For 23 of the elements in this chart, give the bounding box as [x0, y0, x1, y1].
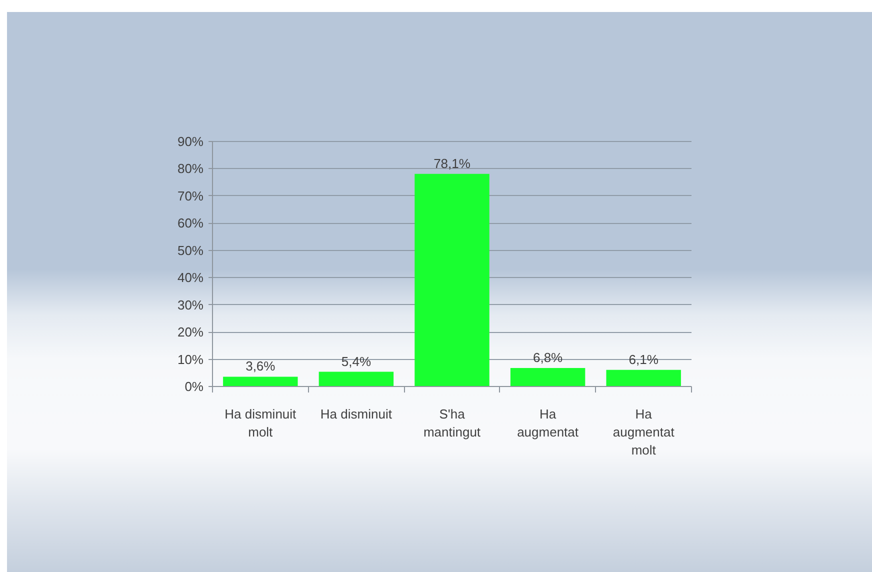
y-tick-label: 90% — [177, 134, 204, 149]
x-tick-label: Ha disminuit — [320, 406, 392, 422]
y-tick-label: 30% — [177, 297, 204, 312]
bar — [606, 370, 681, 386]
y-tick-label: 50% — [177, 242, 204, 258]
y-tick-label: 80% — [177, 161, 204, 176]
y-tick-label: 20% — [177, 324, 204, 340]
y-tick-label: 0% — [184, 379, 204, 394]
bar — [414, 174, 490, 386]
bar — [223, 376, 298, 386]
y-tick-label: 70% — [177, 188, 204, 204]
y-tick-label: 40% — [177, 270, 204, 286]
data-label: 78,1% — [434, 156, 471, 171]
y-tick-label: 60% — [177, 216, 204, 231]
x-tick-label: S'ha mantingut — [423, 406, 481, 440]
x-tick-label: Ha augmentat — [517, 406, 579, 440]
bar — [318, 372, 394, 386]
data-label: 6,8% — [532, 350, 564, 365]
x-tick-label: Ha augmentat molt — [612, 406, 675, 458]
x-tick-label: Ha disminuit molt — [224, 406, 297, 440]
bar — [510, 368, 586, 386]
y-tick-label: 10% — [177, 352, 204, 367]
data-label: 3,6% — [246, 358, 276, 374]
